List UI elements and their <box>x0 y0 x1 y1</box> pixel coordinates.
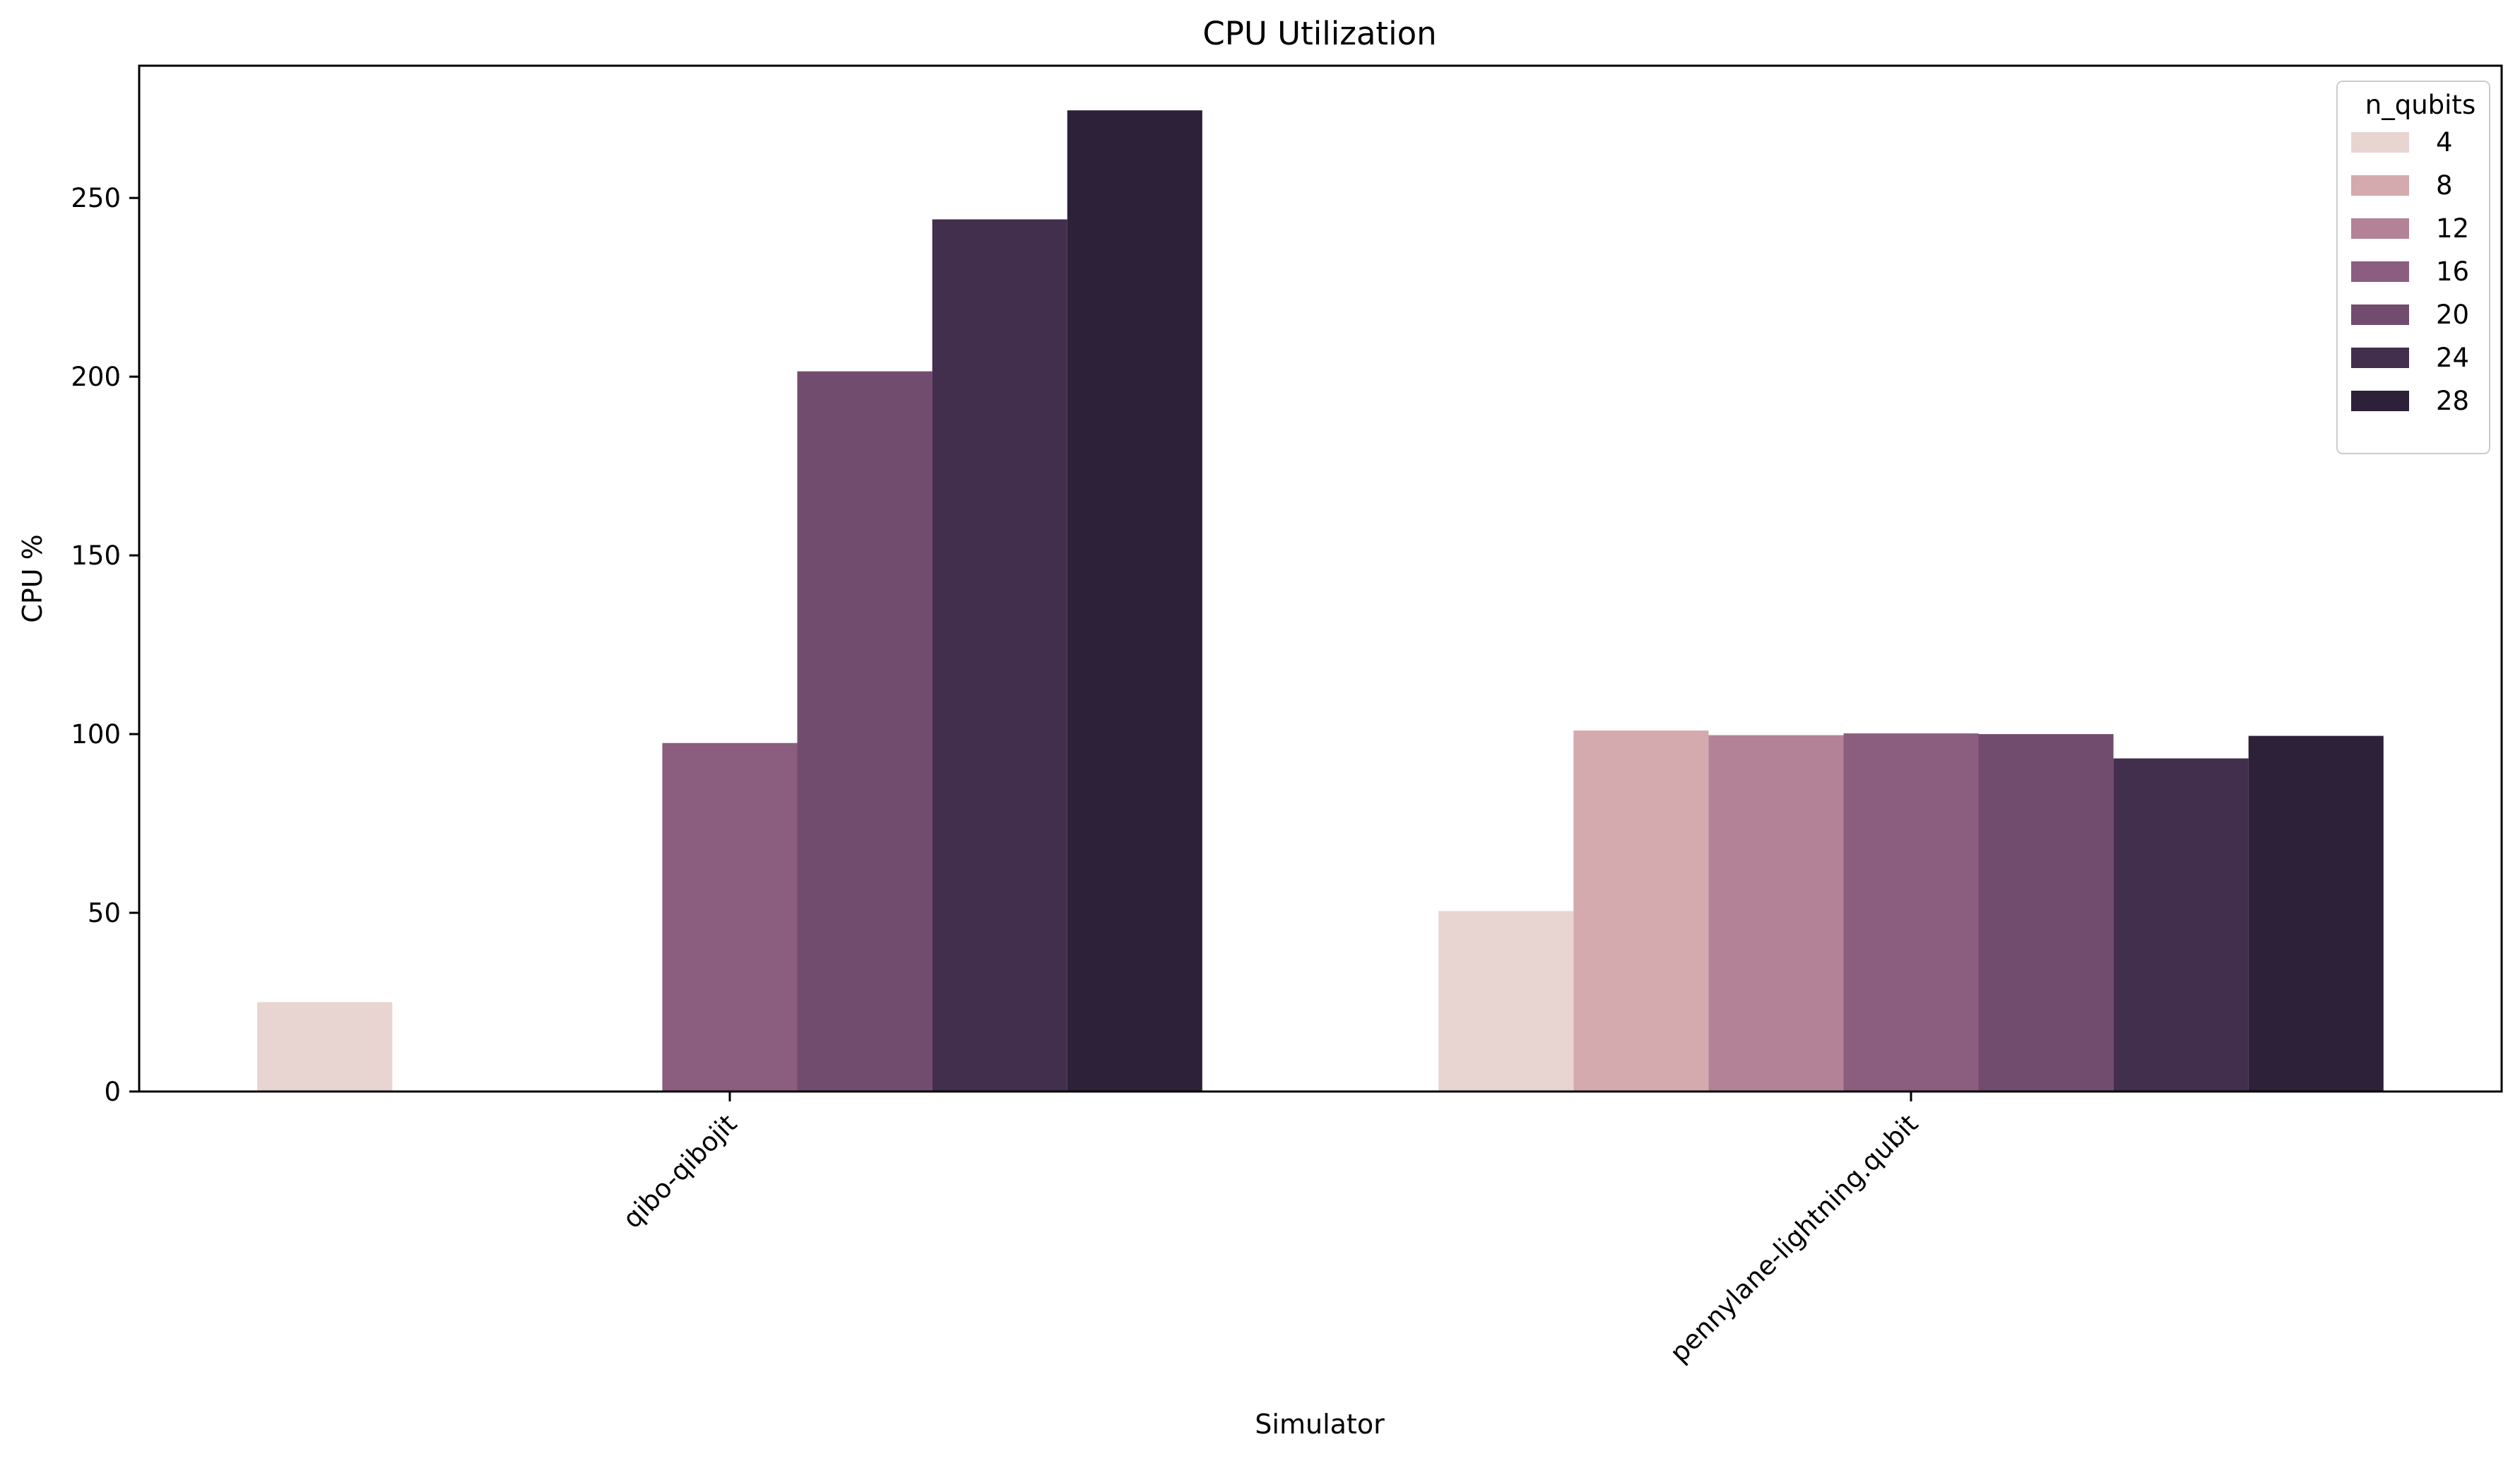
legend-swatch <box>2351 391 2409 411</box>
bar-qibo-qibojit-n28 <box>1067 110 1202 1092</box>
legend-label: 20 <box>2436 300 2469 330</box>
legend-label: 8 <box>2436 170 2453 201</box>
y-tick-label: 0 <box>104 1077 121 1107</box>
legend-swatch <box>2351 261 2409 282</box>
x-tick-label: qibo-qibojit <box>617 1108 743 1234</box>
legend-title: n_qubits <box>2365 90 2475 120</box>
bar-pennylane-lightning.qubit-n20 <box>1978 734 2114 1092</box>
bar-pennylane-lightning.qubit-n24 <box>2113 758 2249 1092</box>
legend-swatch <box>2351 175 2409 196</box>
legend-label: 24 <box>2436 343 2469 373</box>
bar-qibo-qibojit-n24 <box>932 219 1067 1092</box>
legend-label: 4 <box>2436 127 2453 158</box>
y-axis-label: CPU % <box>17 534 48 622</box>
y-tick-label: 200 <box>71 362 121 392</box>
y-tick-label: 50 <box>88 898 121 928</box>
x-axis-label: Simulator <box>1255 1409 1385 1440</box>
x-tick-label: pennylane-lightning.qubit <box>1664 1108 1924 1368</box>
y-tick-label: 100 <box>71 719 121 750</box>
bars-layer <box>257 110 2384 1092</box>
bar-pennylane-lightning.qubit-n12 <box>1708 735 1844 1092</box>
bar-qibo-qibojit-n16 <box>662 743 798 1092</box>
x-axis: qibo-qibojit pennylane-lightning.qubit <box>617 1092 1924 1368</box>
bar-pennylane-lightning.qubit-n28 <box>2248 735 2384 1092</box>
legend-label: 12 <box>2436 213 2469 244</box>
y-tick-label: 250 <box>71 183 121 213</box>
plot-frame <box>138 64 2503 1093</box>
legend-swatch <box>2351 218 2409 239</box>
y-axis: 0 50 100 150 200 250 <box>71 183 139 1107</box>
legend-swatch <box>2351 348 2409 368</box>
bar-pennylane-lightning.qubit-n4 <box>1438 911 1574 1092</box>
bar-pennylane-lightning.qubit-n8 <box>1573 730 1709 1092</box>
y-tick-label: 150 <box>71 540 121 571</box>
legend-label: 16 <box>2436 256 2469 287</box>
legend-label: 28 <box>2436 386 2469 416</box>
legend-swatch <box>2351 132 2409 153</box>
legend-swatch <box>2351 304 2409 325</box>
chart-title: CPU Utilization <box>1202 15 1436 52</box>
legend: n_qubits 4 8 12 16 20 24 28 <box>2336 81 2490 454</box>
bar-pennylane-lightning.qubit-n16 <box>1843 733 1979 1092</box>
bar-qibo-qibojit-n4 <box>257 1002 393 1092</box>
bar-qibo-qibojit-n20 <box>797 371 933 1092</box>
